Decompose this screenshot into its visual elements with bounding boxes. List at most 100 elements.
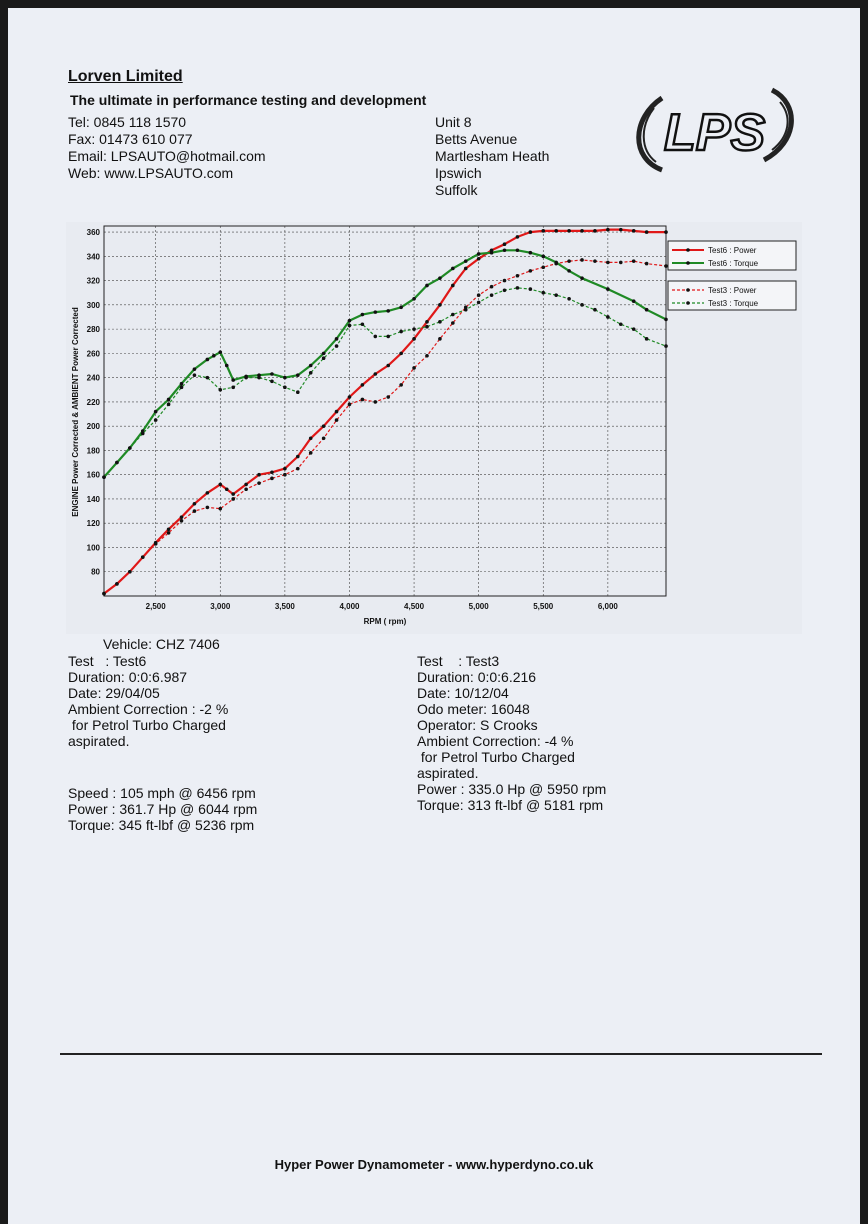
series-point xyxy=(386,334,391,339)
test6-aspirated: aspirated. xyxy=(68,733,130,749)
series-point xyxy=(166,402,171,407)
series-point xyxy=(399,305,403,310)
y-tick-label: 120 xyxy=(87,519,101,528)
series-point xyxy=(179,381,184,386)
y-tick-label: 140 xyxy=(87,495,101,504)
series-point xyxy=(463,266,468,271)
series-point xyxy=(644,261,649,266)
y-tick-label: 80 xyxy=(91,568,100,577)
series-point xyxy=(205,357,210,362)
series-point xyxy=(476,252,481,256)
legend-marker xyxy=(686,288,690,292)
series-point xyxy=(386,363,391,368)
series-point xyxy=(153,542,158,546)
series-point xyxy=(270,372,274,376)
series-point xyxy=(102,591,106,596)
series-point xyxy=(412,296,416,301)
contact-tel: Tel: 0845 118 1570 xyxy=(68,114,187,130)
test6-duration: Duration: 0:0:6.987 xyxy=(68,669,188,685)
series-point xyxy=(463,259,468,263)
series-point xyxy=(644,337,649,341)
chart-series xyxy=(102,227,668,596)
series-point xyxy=(347,318,352,323)
series-point xyxy=(541,265,546,270)
series-point xyxy=(528,269,533,273)
test3-torque: Torque: 313 ft-lbf @ 5181 rpm xyxy=(417,797,604,813)
series-point xyxy=(140,555,145,559)
series-point xyxy=(425,324,429,329)
series-point xyxy=(231,497,235,501)
series-point xyxy=(515,248,520,253)
series-point xyxy=(618,322,623,327)
series-point xyxy=(373,334,378,339)
series-point xyxy=(463,307,468,312)
series-point xyxy=(231,378,235,382)
test3-details: Test : Test3 Duration: 0:0:6.216 Date: 1… xyxy=(417,653,606,813)
series-point xyxy=(192,502,197,506)
test6-ambient: Ambient Correction : -2 % xyxy=(68,701,229,717)
y-tick-label: 360 xyxy=(87,228,101,237)
series-point xyxy=(476,300,481,305)
series-point xyxy=(321,356,326,361)
series-point xyxy=(153,418,158,422)
series-point xyxy=(664,230,668,234)
address-line: Martlesham Heath xyxy=(435,148,550,164)
y-tick-label: 260 xyxy=(87,349,101,358)
series-point xyxy=(244,487,248,492)
series-point xyxy=(580,276,584,280)
series-point xyxy=(567,296,571,301)
series-point xyxy=(412,366,416,370)
logo-text: LPS xyxy=(664,104,765,162)
series-point xyxy=(580,258,584,262)
series-point xyxy=(451,312,455,317)
test6-vehicle-line: Vehicle: CHZ 7406 xyxy=(103,636,220,652)
series-point xyxy=(283,375,287,380)
series-point xyxy=(218,506,223,511)
legend-marker xyxy=(686,248,690,252)
y-tick-label: 300 xyxy=(87,301,101,310)
series-point xyxy=(244,375,248,380)
series-point xyxy=(541,254,546,259)
series-point xyxy=(567,229,571,233)
series-point xyxy=(295,390,300,394)
series-point xyxy=(644,307,649,312)
series-point xyxy=(347,323,352,328)
test3-power: Power : 335.0 Hp @ 5950 rpm xyxy=(417,781,607,797)
series-point xyxy=(489,284,494,289)
series-point xyxy=(451,321,455,325)
series-point xyxy=(140,431,145,436)
series-point xyxy=(295,454,300,459)
series-point xyxy=(257,481,261,485)
series-point xyxy=(606,227,610,232)
y-tick-label: 280 xyxy=(87,325,101,334)
series-point xyxy=(153,409,158,414)
series-point xyxy=(179,385,184,390)
y-tick-label: 100 xyxy=(87,543,101,552)
series-point xyxy=(399,329,403,334)
lps-logo: LPS xyxy=(636,87,794,173)
series-point xyxy=(102,475,106,479)
series-point xyxy=(631,327,636,331)
series-point xyxy=(631,259,636,263)
series-point xyxy=(308,370,313,375)
footer-text: Hyper Power Dynamometer - www.hyperdyno.… xyxy=(274,1157,594,1172)
series-point xyxy=(664,264,668,268)
contact-email: Email: LPSAUTO@hotmail.com xyxy=(68,148,266,164)
contact-web: Web: www.LPSAUTO.com xyxy=(68,165,234,181)
series-point xyxy=(664,317,668,322)
x-tick-label: 5,500 xyxy=(533,602,554,611)
logo-swoosh xyxy=(642,107,657,163)
series-point xyxy=(399,351,403,356)
series-point xyxy=(476,256,481,261)
x-axis-label: RPM ( rpm) xyxy=(364,617,407,626)
series-point xyxy=(664,344,668,348)
series-point xyxy=(224,363,229,368)
series-point xyxy=(425,320,429,324)
series-point xyxy=(567,259,571,263)
contact-fax: Fax: 01473 610 077 xyxy=(68,131,193,147)
test6-power: Power : 361.7 Hp @ 6044 rpm xyxy=(68,801,258,817)
y-axis-label: ENGINE Power Corrected & AMBIENT Power C… xyxy=(71,307,80,517)
test3-operator: Operator: S Crooks xyxy=(417,717,538,733)
series-point xyxy=(580,303,584,307)
series-point xyxy=(515,235,520,239)
